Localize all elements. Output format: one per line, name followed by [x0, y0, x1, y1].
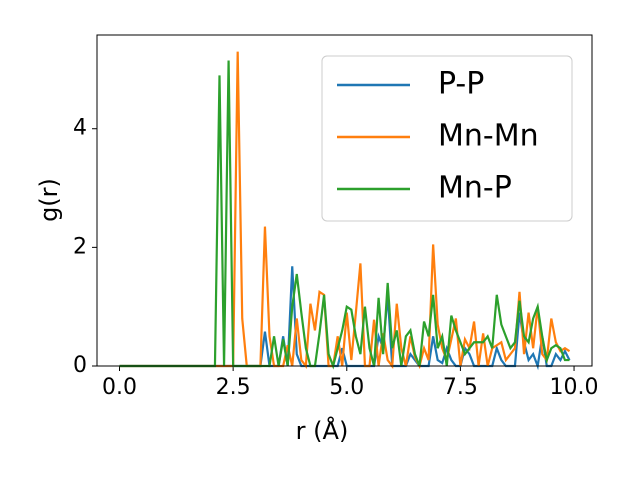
- x-tick-label: 0.0: [102, 375, 137, 400]
- x-tick-label: 2.5: [216, 375, 251, 400]
- y-tick-label: 0: [73, 353, 87, 378]
- legend-label: P-P: [438, 67, 484, 102]
- legend-label: Mn-Mn: [438, 119, 539, 154]
- plot-frame: [96, 34, 593, 367]
- y-tick-label: 2: [73, 234, 87, 259]
- y-axis-label: g(r): [35, 178, 63, 222]
- y-tick-label: 4: [73, 116, 87, 141]
- legend-box: [321, 55, 573, 222]
- x-tick-label: 7.5: [443, 375, 478, 400]
- x-axis-label: r (Å): [296, 416, 349, 445]
- legend-label: Mn-P: [438, 171, 512, 206]
- x-tick-label: 10.0: [550, 375, 599, 400]
- x-tick-label: 5.0: [329, 375, 364, 400]
